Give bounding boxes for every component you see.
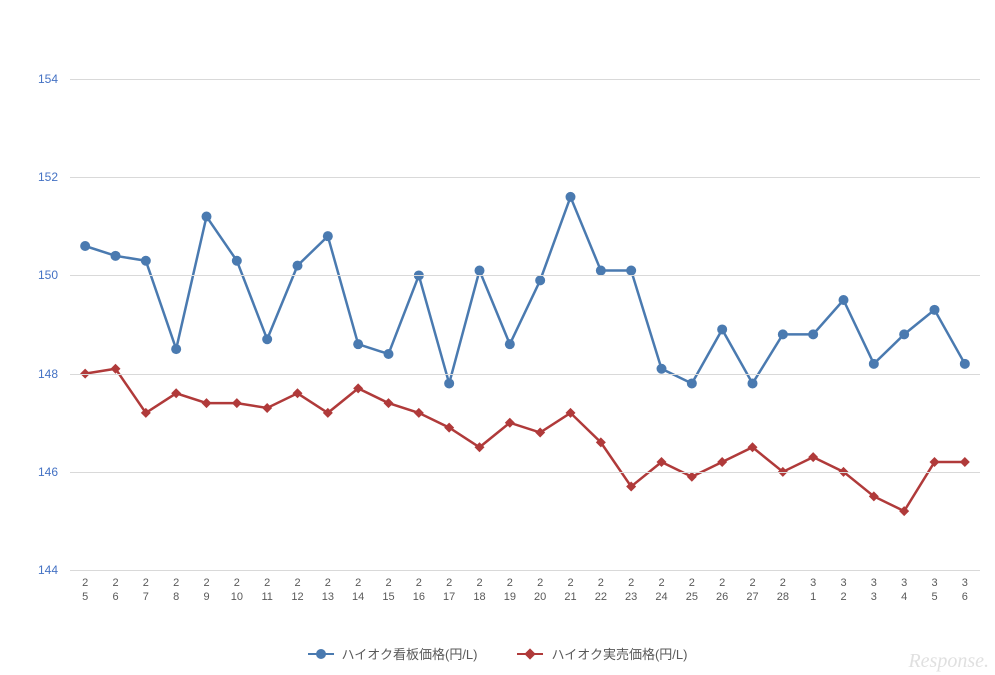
x-tick-label: 2 7 bbox=[132, 576, 160, 605]
legend-marker bbox=[518, 648, 544, 660]
x-tick-label: 2 10 bbox=[223, 576, 251, 605]
x-tick-label: 2 15 bbox=[375, 576, 403, 605]
series-marker bbox=[384, 398, 394, 408]
series-marker bbox=[930, 305, 940, 315]
x-tick-label: 2 23 bbox=[617, 576, 645, 605]
gridline bbox=[70, 177, 980, 178]
x-tick-label: 2 27 bbox=[739, 576, 767, 605]
y-tick-label: 144 bbox=[0, 563, 58, 577]
x-tick-label: 3 6 bbox=[951, 576, 979, 605]
y-tick-label: 148 bbox=[0, 367, 58, 381]
x-tick-label: 3 1 bbox=[799, 576, 827, 605]
x-tick-label: 2 9 bbox=[193, 576, 221, 605]
legend-label: ハイオク実売価格(円/L) bbox=[552, 644, 688, 663]
y-tick-label: 152 bbox=[0, 170, 58, 184]
series-line bbox=[85, 197, 965, 384]
x-tick-label: 2 20 bbox=[526, 576, 554, 605]
x-tick-label: 2 8 bbox=[162, 576, 190, 605]
x-tick-label: 2 21 bbox=[557, 576, 585, 605]
x-tick-label: 2 18 bbox=[466, 576, 494, 605]
series-marker bbox=[414, 408, 424, 418]
series-marker bbox=[202, 212, 212, 222]
watermark: Response. bbox=[908, 650, 989, 673]
series-marker bbox=[535, 275, 545, 285]
series-marker bbox=[657, 364, 667, 374]
series-marker bbox=[384, 349, 394, 359]
series-marker bbox=[262, 334, 272, 344]
x-tick-label: 2 16 bbox=[405, 576, 433, 605]
x-tick-label: 2 6 bbox=[102, 576, 130, 605]
x-tick-label: 2 13 bbox=[314, 576, 342, 605]
series-marker bbox=[232, 398, 242, 408]
legend-item: ハイオク実売価格(円/L) bbox=[518, 644, 688, 663]
legend-label: ハイオク看板価格(円/L) bbox=[342, 644, 478, 663]
x-tick-label: 2 5 bbox=[71, 576, 99, 605]
chart-svg bbox=[0, 0, 995, 675]
gridline bbox=[70, 275, 980, 276]
series-marker bbox=[566, 192, 576, 202]
gridline bbox=[70, 472, 980, 473]
x-tick-label: 2 25 bbox=[678, 576, 706, 605]
series-marker bbox=[808, 329, 818, 339]
x-tick-label: 2 19 bbox=[496, 576, 524, 605]
series-marker bbox=[232, 256, 242, 266]
series-marker bbox=[748, 378, 758, 388]
x-tick-label: 3 3 bbox=[860, 576, 888, 605]
series-marker bbox=[293, 261, 303, 271]
gridline bbox=[70, 570, 980, 571]
x-tick-label: 3 2 bbox=[830, 576, 858, 605]
series-marker bbox=[475, 266, 485, 276]
y-tick-label: 146 bbox=[0, 465, 58, 479]
series-marker bbox=[687, 378, 697, 388]
gridline bbox=[70, 374, 980, 375]
x-tick-label: 2 17 bbox=[435, 576, 463, 605]
series-marker bbox=[323, 231, 333, 241]
series-marker bbox=[899, 329, 909, 339]
x-tick-label: 2 11 bbox=[253, 576, 281, 605]
legend: ハイオク看板価格(円/L) ハイオク実売価格(円/L) bbox=[308, 644, 688, 663]
series-marker bbox=[80, 241, 90, 251]
series-line bbox=[85, 369, 965, 511]
x-tick-label: 2 14 bbox=[344, 576, 372, 605]
x-tick-label: 2 26 bbox=[708, 576, 736, 605]
series-marker bbox=[960, 359, 970, 369]
series-marker bbox=[960, 457, 970, 467]
x-tick-label: 3 4 bbox=[890, 576, 918, 605]
gridline bbox=[70, 79, 980, 80]
legend-marker bbox=[308, 648, 334, 660]
y-tick-label: 150 bbox=[0, 268, 58, 282]
series-marker bbox=[717, 324, 727, 334]
x-tick-label: 2 22 bbox=[587, 576, 615, 605]
series-marker bbox=[444, 378, 454, 388]
x-tick-label: 2 12 bbox=[284, 576, 312, 605]
series-marker bbox=[353, 339, 363, 349]
series-marker bbox=[202, 398, 212, 408]
series-marker bbox=[839, 295, 849, 305]
series-marker bbox=[505, 339, 515, 349]
x-tick-label: 2 24 bbox=[648, 576, 676, 605]
y-tick-label: 154 bbox=[0, 72, 58, 86]
series-marker bbox=[596, 266, 606, 276]
series-marker bbox=[111, 251, 121, 261]
series-marker bbox=[687, 472, 697, 482]
series-marker bbox=[869, 359, 879, 369]
chart-container: 144146148150152154 2 52 62 72 82 92 102 … bbox=[0, 0, 995, 675]
series-marker bbox=[717, 457, 727, 467]
series-marker bbox=[808, 452, 818, 462]
series-marker bbox=[778, 329, 788, 339]
x-tick-label: 3 5 bbox=[921, 576, 949, 605]
series-marker bbox=[262, 403, 272, 413]
x-tick-label: 2 28 bbox=[769, 576, 797, 605]
series-marker bbox=[626, 266, 636, 276]
series-marker bbox=[171, 344, 181, 354]
legend-item: ハイオク看板価格(円/L) bbox=[308, 644, 478, 663]
series-marker bbox=[141, 256, 151, 266]
